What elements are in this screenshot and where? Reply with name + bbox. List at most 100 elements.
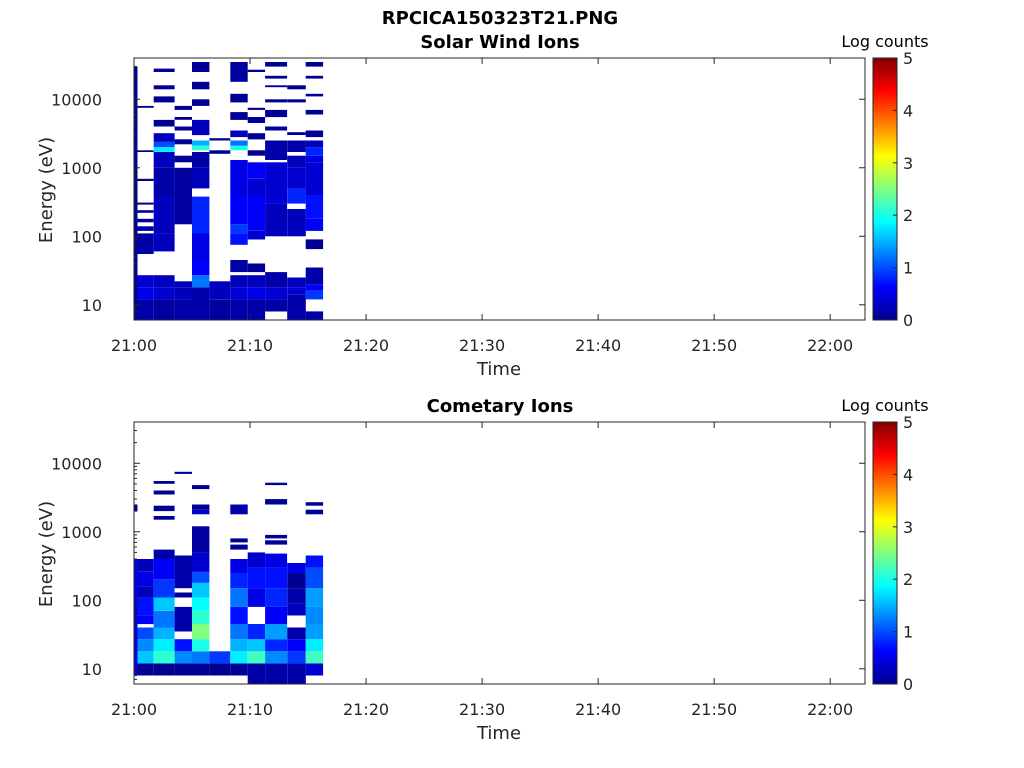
- spectrogram-cell: [230, 224, 248, 234]
- spectrogram-cell: [192, 140, 210, 146]
- spectrogram-cell: [230, 260, 248, 273]
- spectrogram-cell: [192, 260, 210, 276]
- spectrogram-cell: [137, 226, 154, 231]
- spectrogram-cell: [137, 615, 154, 625]
- spectrogram-cell: [174, 139, 192, 145]
- spectrogram-cell: [209, 138, 231, 141]
- spectrogram-cell: [153, 639, 175, 652]
- spectrogram-cell: [174, 639, 192, 652]
- spectrogram-cell: [265, 85, 288, 88]
- y-tick-label: 10000: [51, 454, 102, 473]
- spectrogram-cell: [153, 85, 175, 90]
- spectrogram-cell: [153, 481, 175, 484]
- spectrogram-cell: [230, 160, 248, 196]
- colorbar-tick-label: 2: [903, 570, 913, 589]
- spectrogram-cell: [265, 299, 288, 312]
- spectrogram-cell: [153, 627, 175, 640]
- spectrogram-cell: [192, 275, 210, 288]
- colorbar-tick-label: 3: [903, 518, 913, 537]
- spectrogram-cell: [230, 544, 248, 550]
- spectrogram-cell: [137, 586, 154, 598]
- spectrogram-cell: [305, 93, 324, 97]
- spectrogram-cell: [209, 663, 231, 676]
- spectrogram-cell: [192, 167, 210, 189]
- spectrogram-cell: [305, 162, 324, 195]
- spectrogram-cell: [247, 162, 266, 179]
- spectrogram-cell: [153, 167, 175, 196]
- spectrogram-cell: [305, 267, 324, 285]
- spectrogram-cell: [137, 571, 154, 587]
- spectrogram-cell: [305, 218, 324, 231]
- spectrogram-cell: [153, 141, 175, 148]
- spectrogram-cell: [192, 119, 210, 136]
- x-tick-label: 21:40: [575, 336, 621, 355]
- spectrogram-cell: [153, 597, 175, 611]
- spectrogram-cell: [192, 597, 210, 611]
- spectrogram-cell: [230, 62, 248, 82]
- spectrogram-cell: [174, 299, 192, 320]
- spectrogram-cell: [137, 287, 154, 300]
- spectrogram-cell: [287, 651, 306, 664]
- x-tick-label: 21:00: [111, 336, 157, 355]
- spectrogram-cell: [137, 218, 154, 223]
- spectrogram-cell: [247, 299, 266, 320]
- spectrogram-cell: [192, 99, 210, 106]
- y-tick-label: 10: [82, 660, 102, 679]
- spectrogram-cell: [265, 203, 288, 237]
- x-axis-ticks: 21:00 21:10 21:20 21:30 21:40 21:50 22:00: [111, 58, 853, 355]
- spectrogram-cell: [265, 534, 288, 539]
- x-axis-label: Time: [476, 359, 521, 380]
- spectrogram-cell: [230, 624, 248, 640]
- spectrogram-cell: [305, 663, 324, 676]
- spectrogram-cell: [192, 663, 210, 676]
- spectrogram-cell: [305, 75, 324, 79]
- spectrogram-cell: [174, 592, 192, 598]
- spectrogram-cell: [305, 502, 324, 506]
- spectrogram-cell: [247, 117, 266, 123]
- spectrogram-cell: [134, 559, 138, 676]
- spectrogram-cells: [134, 471, 324, 684]
- figure-title: RPCICA150323T21.PNG: [382, 8, 618, 29]
- colorbar: [872, 57, 898, 321]
- spectrogram-cell: [137, 663, 154, 676]
- spectrogram-cell: [287, 603, 306, 616]
- x-tick-label: 21:20: [343, 700, 389, 719]
- spectrogram-cell: [153, 549, 175, 560]
- panel-title: Cometary Ions: [427, 396, 574, 417]
- colorbar-tick-label: 4: [903, 465, 913, 484]
- spectrogram-cell: [230, 504, 248, 515]
- spectrogram-cell: [209, 299, 231, 320]
- colorbar-ticks: 0 1 2 3 4 5: [893, 49, 913, 330]
- spectrogram-cell: [137, 105, 154, 108]
- spectrogram-cell: [153, 663, 175, 676]
- spectrogram-cell: [153, 68, 175, 72]
- spectrogram-cell: [230, 559, 248, 573]
- spectrogram-cell: [230, 639, 248, 652]
- spectrogram-cell: [287, 588, 306, 604]
- spectrogram-cell: [209, 150, 231, 154]
- spectrogram-cell: [192, 81, 210, 90]
- colorbar-tick-label: 0: [903, 675, 913, 694]
- spectrogram-cell: [209, 651, 231, 664]
- spectrogram-cell: [247, 663, 266, 684]
- spectrogram-cell: [137, 559, 154, 572]
- y-tick-label: 1000: [61, 523, 102, 542]
- spectrogram-cell: [174, 471, 192, 474]
- spectrogram-cell: [287, 167, 306, 189]
- spectrogram-cell: [287, 573, 306, 589]
- spectrogram-cell: [247, 263, 266, 273]
- spectrogram-cell: [305, 639, 324, 652]
- y-axis-label: Energy (eV): [36, 137, 57, 243]
- spectrogram-cell: [230, 573, 248, 589]
- colorbar-tick-label: 5: [903, 413, 913, 432]
- x-tick-label: 21:50: [691, 700, 737, 719]
- spectrogram-cell: [305, 555, 324, 568]
- spectrogram-cell: [265, 162, 288, 204]
- colorbar-ticks: 0 1 2 3 4 5: [893, 413, 913, 694]
- y-tick-label: 100: [71, 591, 102, 610]
- spectrogram-cell: [265, 540, 288, 545]
- spectrogram-cell: [153, 233, 175, 252]
- y-axis-ticks: 10 100 1000 10000: [51, 57, 865, 321]
- spectrogram-cell: [153, 133, 175, 142]
